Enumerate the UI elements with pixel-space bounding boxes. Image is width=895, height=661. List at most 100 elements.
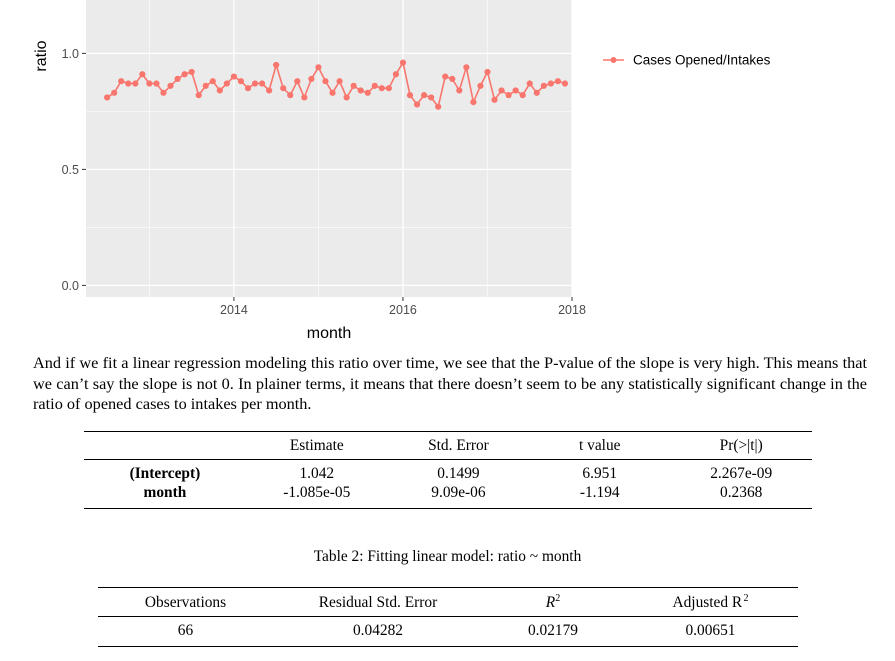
data-point (244, 85, 252, 92)
y-tick-label: 0.5 (62, 163, 79, 177)
header-cell: Estimate (245, 431, 388, 460)
data-point (413, 101, 421, 108)
table-cell: 1.042 (299, 465, 335, 482)
body-paragraph: And if we fit a linear regression modeli… (33, 353, 867, 413)
data-point (350, 82, 357, 89)
x-tick-label: 2014 (220, 303, 248, 317)
header-label: Residual Std. Error (318, 593, 438, 611)
data-point (111, 89, 118, 96)
data-point (266, 87, 273, 94)
data-point (230, 73, 238, 80)
data-point (280, 85, 287, 92)
header-cell: R2 (483, 587, 623, 618)
table-cell: 2.267e-09 (710, 465, 773, 482)
data-point (526, 80, 533, 87)
table-header-row: Estimate Std. Error t value Pr(>|t|) (84, 431, 812, 460)
data-point (371, 82, 378, 89)
data-point (216, 87, 223, 94)
data-point (519, 92, 526, 99)
data-point (378, 85, 385, 92)
data-point (294, 78, 301, 85)
data-point (139, 71, 146, 78)
data-point (435, 103, 442, 110)
header-label: Adjusted R (672, 594, 743, 612)
data-point (399, 59, 407, 66)
data-point (505, 92, 512, 99)
data-point (442, 73, 449, 80)
header-cell: t value (529, 431, 671, 460)
table-cell: 0.2368 (720, 484, 763, 501)
data-point (449, 75, 456, 82)
data-point (209, 78, 216, 85)
model-fit-table: Observations Residual Std. Error R2 Adju… (98, 587, 798, 648)
row-label: month (143, 484, 187, 501)
superscript: 2 (555, 593, 561, 604)
plot-panel (86, 0, 572, 297)
header-label: R (545, 594, 556, 612)
data-point (385, 85, 392, 92)
data-point (428, 94, 435, 101)
legend-label: Cases Opened/Intakes (633, 53, 771, 68)
x-tick-label: 2018 (558, 303, 586, 317)
data-point (420, 92, 428, 99)
data-point (392, 71, 400, 78)
table-header-row: Observations Residual Std. Error R2 Adju… (98, 587, 798, 618)
y-axis: 0.0 0.5 1.0 (62, 47, 86, 293)
header-cell: Std. Error (387, 431, 530, 460)
data-point (470, 98, 477, 106)
superscript: 2 (743, 593, 749, 604)
data-point (153, 80, 160, 87)
table-cell: 0.02179 (527, 622, 579, 640)
data-point (174, 75, 181, 82)
table-row: month -1.085e-05 9.09e-06 -1.194 0.2368 (84, 483, 812, 509)
ratio-line-chart: 0.0 0.5 1.0 2014 2016 2018 month ratio Cases… (33, 0, 771, 342)
data-point (554, 78, 562, 85)
table-cell: 0.1499 (437, 465, 480, 482)
major-gridlines (86, 0, 573, 297)
data-point (561, 80, 569, 87)
data-point (223, 80, 230, 87)
data-point (287, 92, 294, 99)
data-point (357, 87, 364, 94)
data-point (301, 94, 308, 101)
table-cell: 6.951 (582, 465, 618, 482)
data-point (237, 78, 245, 85)
regression-table: Estimate Std. Error t value Pr(>|t|) (In… (84, 431, 812, 509)
data-point (533, 89, 540, 96)
data-point (104, 94, 111, 101)
legend: Cases Opened/Intakes (603, 53, 771, 68)
data-point (456, 87, 463, 94)
table-cell: -1.194 (579, 484, 620, 501)
y-tick-label: 0.0 (62, 279, 79, 293)
y-tick-label: 1.0 (62, 47, 79, 61)
table-cell: -1.085e-05 (283, 484, 351, 501)
data-point (343, 94, 350, 101)
header-label: Observations (144, 593, 227, 611)
data-point (547, 80, 554, 87)
data-point (188, 68, 195, 76)
table-row: (Intercept) 1.042 0.1499 6.951 2.267e-09 (84, 460, 812, 484)
row-label: (Intercept) (129, 465, 201, 482)
data-point (160, 89, 167, 96)
minor-gridlines (86, 0, 572, 297)
data-point (477, 82, 484, 89)
x-tick-label: 2016 (389, 303, 417, 317)
data-point (498, 87, 505, 94)
header-cell (84, 431, 246, 460)
table-cell: 0.04282 (352, 622, 404, 640)
data-point (322, 78, 329, 85)
data-point (181, 71, 188, 78)
data-point (258, 80, 266, 87)
series-layer (104, 59, 569, 110)
legend-key-point (610, 57, 617, 63)
table-row: 66 0.04282 0.02179 0.00651 (98, 617, 798, 647)
data-point (484, 68, 491, 76)
data-point (329, 89, 336, 96)
header-cell: Adjusted R 2 (623, 587, 798, 618)
header-cell: Pr(>|t|) (670, 431, 812, 460)
data-point (132, 80, 139, 87)
data-point (195, 92, 202, 99)
data-point (336, 78, 343, 85)
data-point (315, 64, 322, 71)
data-point (273, 61, 280, 69)
